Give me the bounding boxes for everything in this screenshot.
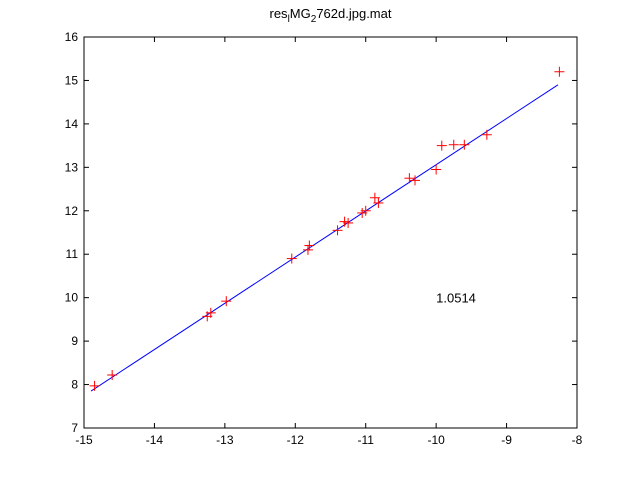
annotations: 1.0514 <box>436 291 476 306</box>
x-tick-label: -14 <box>146 433 164 447</box>
plot-area <box>83 36 578 429</box>
x-tick-label: -11 <box>357 433 374 447</box>
y-tick-label: 12 <box>65 204 79 218</box>
data-point <box>404 173 415 184</box>
y-tick-label: 13 <box>65 160 79 174</box>
data-point <box>221 296 232 307</box>
y-tick-label: 14 <box>65 117 79 131</box>
axis-ticks: -15 -14 -13 -12 -11 -10 -9 -8 7 8 9 10 11 12 13 14 15 16 <box>65 30 583 447</box>
data-point <box>205 307 216 318</box>
data-point <box>369 192 380 203</box>
y-tick-label: 9 <box>71 334 78 348</box>
y-tick-label: 10 <box>65 291 79 305</box>
fit-line-layer <box>90 84 559 392</box>
x-tick-label: -12 <box>287 433 305 447</box>
data-point <box>481 129 492 140</box>
x-tick-label: -13 <box>216 433 234 447</box>
data-point <box>431 164 442 175</box>
title-part-1: l <box>288 14 290 25</box>
x-tick-label: -8 <box>572 433 583 447</box>
x-tick-label: -15 <box>75 433 93 447</box>
annotation-value: 1.0514 <box>436 291 476 306</box>
data-point <box>448 139 459 150</box>
y-tick-label: 7 <box>71 421 78 435</box>
title-part-4: 762d.jpg.mat <box>316 6 392 21</box>
title-part-2: MG <box>290 6 311 21</box>
y-tick-label: 11 <box>66 247 79 261</box>
data-point <box>107 369 118 380</box>
data-point <box>286 253 297 264</box>
title-part-0: res <box>270 6 289 21</box>
data-point <box>343 217 354 228</box>
fit-line <box>90 84 559 392</box>
data-point <box>304 240 315 251</box>
data-point <box>373 197 384 208</box>
y-tick-label: 8 <box>71 378 78 392</box>
title-part-3: 2 <box>311 14 317 25</box>
data-point <box>459 139 470 150</box>
data-point <box>89 380 100 391</box>
y-tick-label: 16 <box>65 30 79 44</box>
data-point <box>410 175 421 186</box>
data-point <box>302 244 313 255</box>
data-point <box>360 205 371 216</box>
data-point <box>332 225 343 236</box>
x-tick-label: -9 <box>501 433 512 447</box>
data-point <box>436 140 447 151</box>
x-tick-label: -10 <box>427 433 445 447</box>
chart-title: reslMG2762d.jpg.mat <box>270 6 392 25</box>
y-tick-label: 15 <box>65 73 79 87</box>
data-points <box>89 66 565 391</box>
data-point <box>554 66 565 77</box>
